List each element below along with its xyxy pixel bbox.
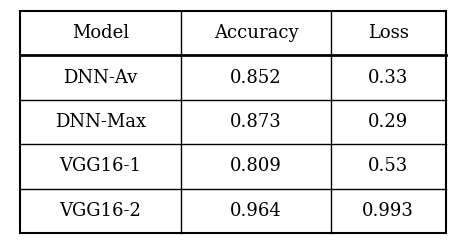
Text: 0.993: 0.993 [361,202,413,220]
Text: Accuracy: Accuracy [213,24,298,42]
Text: 0.809: 0.809 [229,157,281,175]
Text: 0.852: 0.852 [230,69,281,87]
Text: Loss: Loss [367,24,408,42]
Text: VGG16-1: VGG16-1 [59,157,141,175]
Text: 0.29: 0.29 [367,113,407,131]
Text: VGG16-2: VGG16-2 [60,202,141,220]
Text: Model: Model [72,24,129,42]
Text: DNN-Max: DNN-Max [55,113,146,131]
Text: 0.873: 0.873 [230,113,281,131]
Text: 0.53: 0.53 [367,157,407,175]
Text: 0.33: 0.33 [367,69,407,87]
Text: 0.964: 0.964 [230,202,281,220]
Text: DNN-Av: DNN-Av [63,69,137,87]
